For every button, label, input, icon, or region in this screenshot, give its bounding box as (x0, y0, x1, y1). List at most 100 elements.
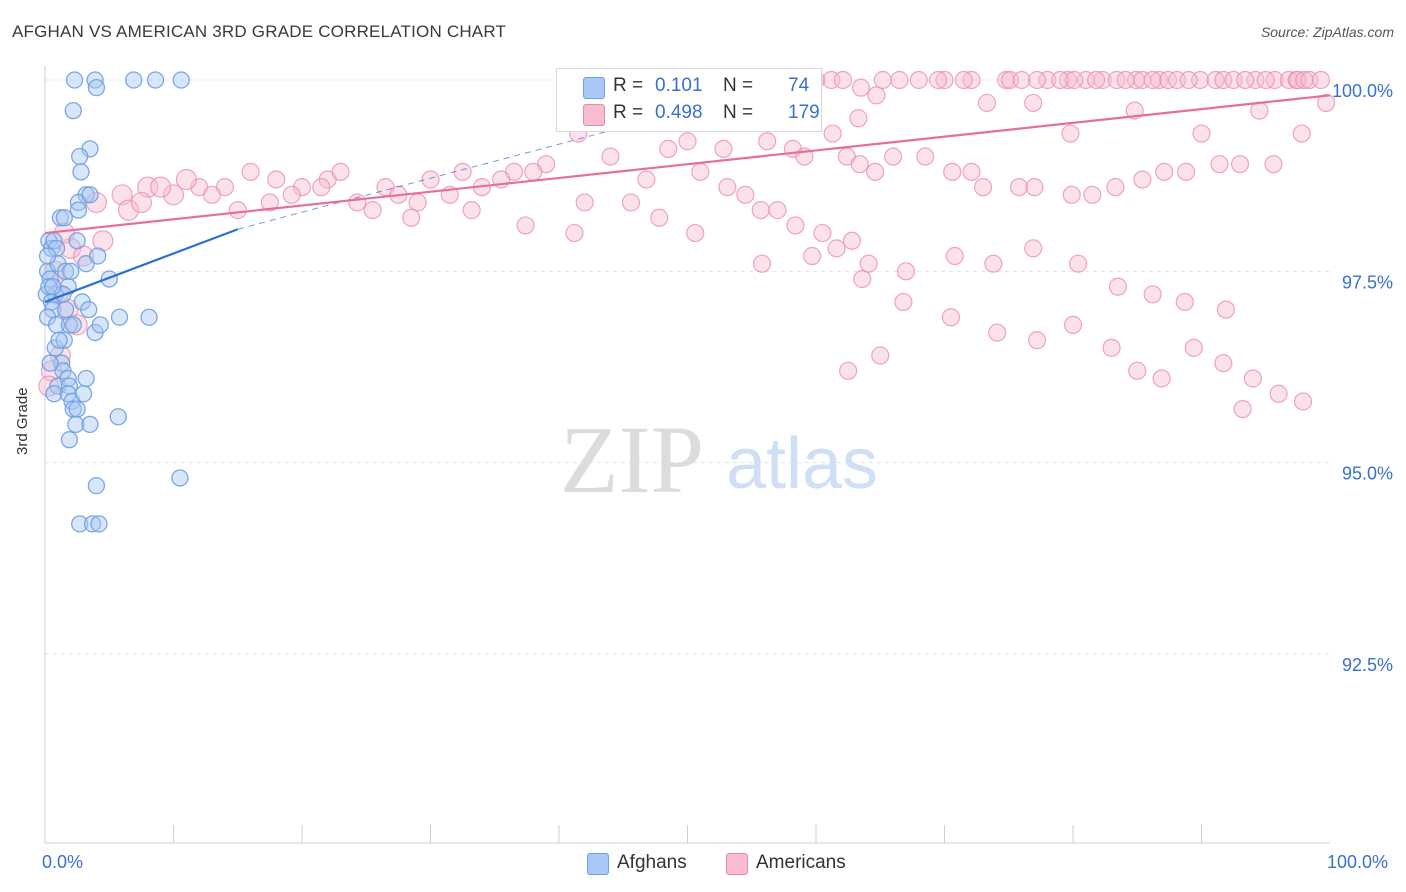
watermark-atlas: atlas (726, 424, 878, 504)
americans-point (691, 162, 710, 181)
americans-point (1009, 178, 1029, 197)
legend-swatch-afghans (583, 77, 605, 99)
americans-point (813, 223, 832, 243)
americans-point (1311, 70, 1331, 90)
afghans-point (65, 71, 84, 89)
afghans-point (67, 415, 85, 434)
americans-point (202, 185, 222, 204)
americans-point (150, 176, 172, 198)
americans-point (38, 375, 60, 397)
afghans-point (110, 308, 129, 326)
afghans-point (55, 331, 73, 349)
afghans-point (81, 415, 99, 434)
americans-point (1143, 285, 1162, 304)
afghans-point (140, 308, 158, 326)
americans-point (1155, 162, 1174, 181)
americans-point (1214, 354, 1233, 373)
americans-point (973, 178, 993, 197)
americans-trend-line (44, 94, 1331, 235)
americans-point (1216, 300, 1236, 319)
americans-point (228, 201, 247, 220)
americans-point (453, 162, 472, 181)
americans-point (1317, 93, 1336, 113)
americans-point (659, 139, 678, 158)
afghans-point (80, 300, 98, 319)
americans-point (1152, 369, 1171, 388)
afghans-point (109, 408, 127, 426)
americans-point (827, 239, 846, 258)
americans-point (1051, 70, 1070, 90)
afghans-point (125, 71, 143, 89)
americans-point (894, 292, 913, 312)
afghans-point (71, 515, 89, 533)
afghans-point (81, 186, 99, 204)
afghans-point (64, 101, 82, 120)
americans-point (867, 86, 886, 105)
americans-point (714, 139, 733, 158)
americans-point (1062, 185, 1081, 204)
americans-point (363, 201, 382, 220)
americans-point (736, 185, 755, 204)
americans-point (833, 70, 853, 90)
watermark-zip: ZIP (560, 406, 704, 513)
legend-n-label: N = (723, 75, 754, 96)
americans-point (241, 162, 260, 181)
afghans-point (56, 300, 75, 319)
afghans-point (71, 147, 89, 166)
americans-point (1069, 254, 1088, 273)
americans-point (851, 78, 871, 97)
americans-point (175, 168, 197, 191)
americans-point (1256, 70, 1275, 90)
americans-point (786, 216, 805, 235)
americans-point (909, 70, 928, 90)
americans-point (871, 346, 890, 365)
afghans-point (87, 476, 106, 495)
americans-point (1133, 170, 1152, 189)
americans-point (282, 185, 301, 204)
afghans-point (146, 71, 165, 89)
legend-r-label: R = (613, 75, 644, 96)
afghans-point (60, 316, 79, 334)
afghans-point (68, 232, 86, 250)
legend-swatch-americans (726, 853, 748, 875)
americans-point (1058, 70, 1077, 90)
americans-point (839, 361, 858, 380)
afghans-point (44, 277, 62, 296)
afghans-trend-line (44, 228, 239, 303)
afghans-point (64, 316, 82, 334)
stats-legend: R = 0.101 N = 74 R = 0.498 N = 179 (556, 68, 822, 132)
legend-n-value: 74 (788, 75, 810, 96)
americans-point (962, 70, 981, 90)
americans-point (1027, 70, 1047, 90)
legend-n-value: 179 (788, 102, 820, 123)
americans-point (621, 193, 641, 212)
americans-point (943, 162, 962, 181)
afghans-point (74, 385, 93, 403)
americans-point (1087, 70, 1106, 90)
americans-point (1024, 239, 1043, 258)
legend-label-americans: Americans (756, 852, 846, 873)
americans-point (916, 147, 935, 166)
americans-point (1128, 361, 1147, 380)
legend-swatch-afghans (587, 853, 609, 875)
americans-point (768, 201, 787, 220)
americans-point (1230, 155, 1250, 174)
afghans-point (171, 469, 189, 487)
americans-point (803, 246, 822, 266)
americans-point (575, 193, 594, 212)
legend-label-afghans: Afghans (617, 852, 687, 873)
americans-point (954, 70, 973, 90)
americans-point (565, 223, 584, 243)
americans-point (941, 308, 961, 327)
americans-point (1038, 70, 1057, 90)
americans-point (928, 70, 948, 90)
chart-source: Source: ZipAtlas.com (1260, 24, 1394, 40)
afghans-point (90, 515, 108, 533)
afghans-point (77, 369, 95, 388)
americans-point (462, 201, 481, 220)
chart-title: AFGHAN VS AMERICAN 3RD GRADE CORRELATION… (12, 22, 507, 41)
americans-point (421, 170, 440, 189)
afghans-point (72, 163, 90, 181)
americans-point (977, 93, 997, 113)
americans-point (890, 70, 909, 90)
